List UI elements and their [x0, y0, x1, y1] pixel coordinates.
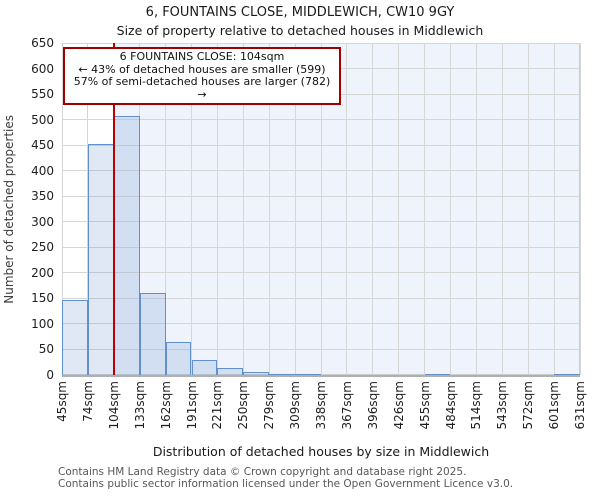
annotation-box: 6 FOUNTAINS CLOSE: 104sqm ← 43% of detac… — [63, 47, 341, 105]
x-gridline — [139, 43, 141, 375]
x-tick-label: 338sqm — [314, 381, 328, 430]
y-tick-label: 350 — [31, 189, 54, 204]
chart-subtitle: Size of property relative to detached ho… — [116, 23, 484, 38]
x-tick-label: 367sqm — [339, 381, 354, 430]
y-tick-label: 550 — [31, 87, 54, 102]
y-tick-label: 200 — [31, 265, 54, 280]
x-gridline — [398, 43, 400, 375]
histogram-bar — [295, 374, 321, 375]
annotation-larger-line: 57% of semi-detached houses are larger (… — [73, 75, 331, 101]
property-size-marker-line — [112, 43, 115, 375]
x-tick-label: 396sqm — [365, 381, 380, 430]
histogram-bar — [269, 374, 296, 375]
x-gridline — [450, 43, 451, 375]
histogram-bar — [139, 293, 166, 375]
y-tick-label: 50 — [38, 342, 54, 357]
x-gridline — [527, 43, 529, 375]
histogram-bar — [165, 342, 192, 375]
y-tick-label: 100 — [31, 316, 54, 331]
x-tick-label: 191sqm — [184, 381, 199, 430]
y-tick-label: 250 — [31, 240, 54, 255]
x-gridline — [475, 43, 477, 375]
x-gridline — [191, 43, 192, 375]
x-tick-label: 601sqm — [547, 381, 562, 430]
x-tick-label: 484sqm — [443, 381, 458, 430]
histogram-bar — [424, 374, 451, 375]
footer: Contains HM Land Registry data © Crown c… — [58, 466, 514, 490]
x-gridline — [553, 43, 555, 375]
histogram-bar — [243, 372, 270, 375]
footer-licence-line: Contains public sector information licen… — [58, 477, 514, 490]
chart-title: 6, FOUNTAINS CLOSE, MIDDLEWICH, CW10 9GY — [145, 5, 455, 20]
x-tick-label: 514sqm — [469, 381, 484, 430]
y-tick-label: 0 — [46, 368, 54, 382]
x-tick-label: 45sqm — [55, 381, 69, 422]
x-axis-title: Distribution of detached houses by size … — [152, 444, 490, 459]
histogram-bar — [87, 144, 114, 375]
x-tick-label: 250sqm — [236, 381, 251, 430]
y-tick-label: 400 — [31, 163, 54, 178]
x-tick-label: 572sqm — [521, 381, 536, 430]
x-tick-label: 543sqm — [495, 381, 510, 430]
y-tick-label: 500 — [31, 112, 54, 127]
y-tick-label: 600 — [31, 61, 54, 76]
x-gridline — [61, 43, 63, 375]
x-tick-label: 133sqm — [132, 381, 147, 430]
x-tick-label: 426sqm — [391, 381, 406, 430]
x-tick-label: 221sqm — [210, 381, 225, 430]
x-gridline — [165, 43, 167, 375]
x-gridline — [268, 43, 270, 375]
histogram-bar — [62, 300, 88, 375]
x-axis-line — [62, 375, 580, 377]
histogram-bar — [113, 116, 140, 375]
x-gridline — [346, 43, 348, 375]
x-tick-label: 279sqm — [262, 381, 277, 430]
histogram-bar — [554, 374, 580, 375]
x-gridline — [216, 43, 218, 375]
x-gridline — [242, 43, 244, 375]
y-tick-label: 150 — [31, 291, 54, 306]
x-tick-label: 162sqm — [158, 381, 173, 430]
x-gridline — [294, 43, 296, 375]
y-tick-label: 300 — [31, 214, 54, 229]
annotation-property-line: 6 FOUNTAINS CLOSE: 104sqm — [119, 50, 285, 63]
x-tick-label: 104sqm — [106, 381, 121, 430]
x-gridline — [501, 43, 503, 375]
y-tick-label: 450 — [31, 138, 54, 153]
footer-copyright-line: Contains HM Land Registry data © Crown c… — [58, 466, 467, 478]
x-tick-label: 631sqm — [573, 381, 587, 430]
x-gridline — [424, 43, 426, 375]
x-gridline — [320, 43, 322, 375]
x-gridline — [579, 43, 581, 375]
histogram-bar — [191, 360, 218, 375]
histogram-bar — [217, 368, 244, 375]
x-tick-label: 74sqm — [80, 381, 95, 422]
x-tick-label: 309sqm — [288, 381, 303, 430]
y-tick-label: 650 — [31, 36, 54, 50]
annotation-smaller-line: ← 43% of detached houses are smaller (59… — [78, 62, 326, 76]
x-tick-label: 455sqm — [417, 381, 432, 430]
x-gridline — [372, 43, 374, 375]
